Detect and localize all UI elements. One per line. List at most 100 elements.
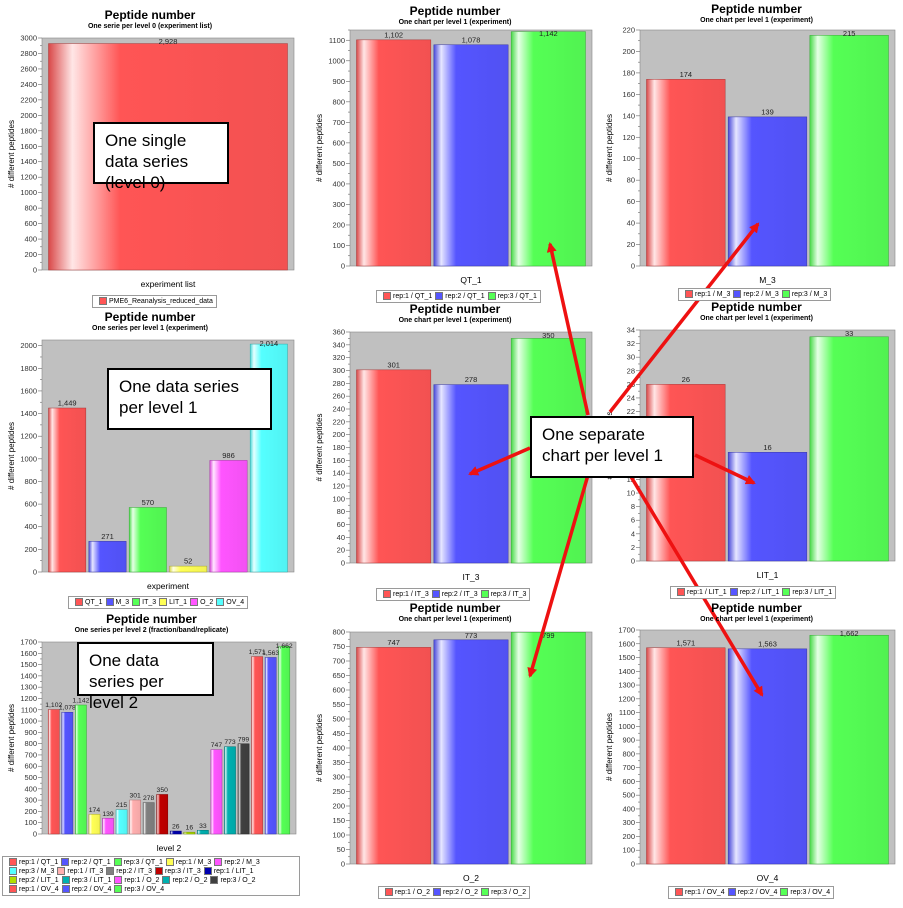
y-tick-label: 0: [631, 860, 635, 869]
y-tick-label: 500: [332, 159, 345, 168]
arrow-to-m3: [608, 222, 760, 414]
bar: [727, 452, 808, 562]
y-tick-label: 700: [332, 118, 345, 127]
data-label: 26: [682, 375, 690, 384]
y-tick-label: 1000: [20, 188, 37, 197]
chart-title: Peptide number: [106, 612, 197, 626]
legend-label: rep:3 / OV_4: [124, 886, 165, 893]
legend-swatch: [675, 888, 683, 897]
data-label: 2,928: [159, 37, 178, 46]
y-tick-label: 180: [622, 68, 635, 77]
data-label: 570: [142, 498, 155, 507]
y-tick-label: 100: [622, 154, 635, 163]
legend-label: IT_3: [142, 599, 157, 606]
legend-swatch: [132, 598, 141, 607]
legend-label: QT_1: [85, 599, 103, 606]
data-label: 52: [184, 557, 192, 566]
bar: [809, 634, 889, 865]
y-tick-label: 300: [332, 773, 345, 782]
y-tick-label: 100: [332, 241, 345, 250]
y-tick-label: 20: [627, 240, 635, 249]
y-tick-label: 200: [622, 832, 635, 841]
y-tick-label: 1100: [21, 705, 37, 714]
y-tick-label: 360: [332, 328, 345, 337]
data-label: 1,078: [462, 35, 481, 44]
bar: [75, 704, 87, 835]
bar: [169, 565, 208, 573]
y-tick-label: 3000: [20, 34, 37, 43]
legend-label: OV_4: [226, 599, 245, 606]
y-tick-label: 140: [622, 111, 635, 120]
y-tick-label: 800: [332, 97, 345, 106]
legend-label: rep:3 / O_2: [220, 877, 256, 884]
y-tick-label: 80: [627, 176, 635, 185]
legend-label: rep:2 / IT_3: [441, 591, 478, 598]
chart-subtitle: One chart per level 1 (experiment): [398, 317, 512, 324]
y-axis-label: # different peptides: [7, 704, 16, 772]
y-tick-label: 900: [622, 736, 635, 745]
bar: [209, 460, 248, 573]
legend-swatch: [733, 290, 742, 299]
y-tick-label: 40: [627, 219, 635, 228]
legend-swatch: [780, 888, 789, 897]
legend-swatch: [61, 858, 70, 867]
y-tick-label: 260: [332, 392, 345, 401]
y-tick-label: 450: [332, 729, 345, 738]
data-label: 16: [186, 825, 194, 832]
y-tick-label: 900: [332, 77, 345, 86]
x-axis-label: experiment: [147, 581, 190, 591]
data-label: 1,662: [276, 643, 293, 650]
y-tick-label: 10: [627, 489, 635, 498]
data-label: 215: [116, 802, 128, 809]
legend-swatch: [481, 888, 490, 897]
y-tick-label: 22: [627, 407, 635, 416]
chart-subtitle: One chart per level 1 (experiment): [700, 17, 813, 24]
data-label: 1,662: [840, 629, 859, 638]
y-tick-label: 200: [24, 807, 37, 816]
legend-swatch: [57, 867, 66, 876]
legend-label: rep:2 / OV_4: [737, 889, 778, 896]
y-tick-label: 2000: [20, 111, 37, 120]
bar: [142, 802, 155, 835]
legend-label: rep:1 / M_3: [695, 291, 731, 298]
y-tick-label: 1500: [618, 653, 635, 662]
legend: rep:1 / QT_1 rep:2 / QT_1 rep:3 / QT_1: [376, 290, 541, 303]
legend-swatch: [99, 297, 107, 306]
callout-level-2: One data series per level 2: [77, 642, 214, 712]
y-tick-label: 700: [24, 750, 37, 759]
y-tick-label: 1800: [20, 126, 37, 135]
data-label: 1,571: [249, 649, 266, 656]
data-label: 16: [763, 443, 771, 452]
legend-label: O_2: [200, 599, 214, 606]
chart-title: Peptide number: [409, 4, 501, 18]
y-tick-label: 220: [622, 26, 635, 35]
chart-subtitle: One chart per level 1 (experiment): [398, 19, 512, 26]
y-axis-label: # different peptides: [315, 114, 324, 182]
y-tick-label: 1300: [618, 681, 635, 690]
y-axis-label: # different peptides: [7, 120, 16, 188]
y-tick-label: 1100: [329, 36, 345, 45]
y-tick-label: 2200: [20, 95, 37, 104]
chart-title: Peptide number: [409, 302, 501, 316]
y-tick-label: 1400: [20, 157, 37, 166]
legend-label: rep:2 / LIT_1: [739, 589, 780, 596]
bar: [48, 407, 87, 573]
legend-swatch: [114, 876, 123, 885]
legend-label: M_3: [115, 599, 130, 606]
bar: [197, 830, 209, 835]
legend-swatch: [487, 292, 496, 301]
x-axis-label: level 2: [157, 843, 182, 853]
chart-title: Peptide number: [104, 8, 196, 22]
y-tick-label: 600: [622, 777, 635, 786]
y-tick-label: 100: [332, 831, 345, 840]
data-label: 26: [172, 824, 180, 831]
x-axis-label: experiment list: [141, 279, 196, 289]
data-label: 139: [102, 811, 114, 818]
bar: [102, 818, 114, 835]
x-axis-label: M_3: [759, 275, 776, 285]
arrow-to-lit1: [694, 453, 756, 485]
y-tick-label: 0: [33, 266, 37, 275]
y-tick-label: 1000: [328, 56, 345, 65]
y-tick-label: 0: [33, 830, 37, 839]
